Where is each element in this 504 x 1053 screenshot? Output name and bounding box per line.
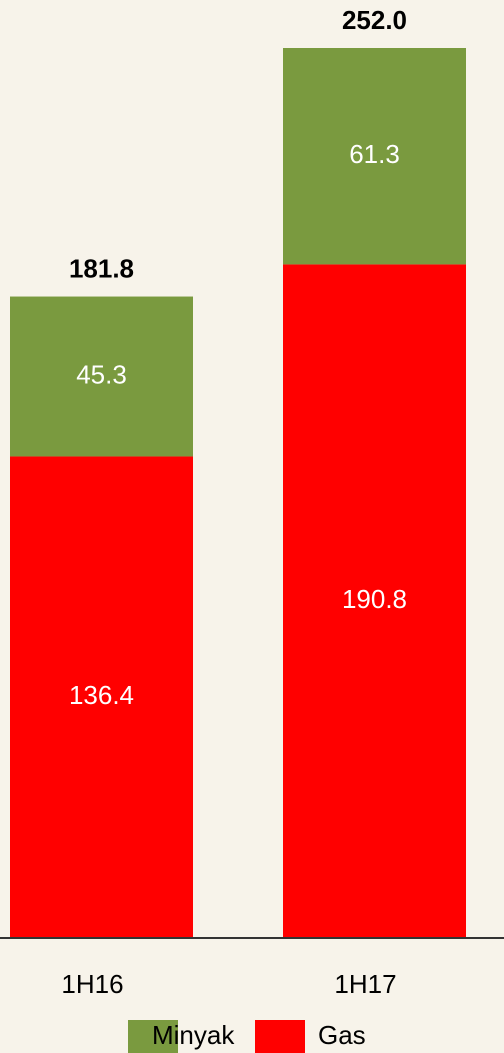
legend-swatch xyxy=(255,1020,305,1053)
bar-segment xyxy=(283,48,466,265)
total-label: 252.0 xyxy=(342,5,407,35)
bar-segment xyxy=(283,264,466,938)
x-tick-label: 1H16 xyxy=(61,969,123,999)
segment-label: 136.4 xyxy=(69,680,134,710)
segment-label: 61.3 xyxy=(349,139,400,169)
total-label: 181.8 xyxy=(69,253,134,283)
legend-label: Gas xyxy=(318,1020,366,1050)
legend-label: Minyak xyxy=(152,1020,235,1050)
x-tick-label: 1H17 xyxy=(334,969,396,999)
bar-segment xyxy=(10,296,193,457)
segment-label: 190.8 xyxy=(342,584,407,614)
segment-label: 45.3 xyxy=(76,359,127,389)
bar-segment xyxy=(10,456,193,938)
legend-swatch xyxy=(128,1020,178,1053)
